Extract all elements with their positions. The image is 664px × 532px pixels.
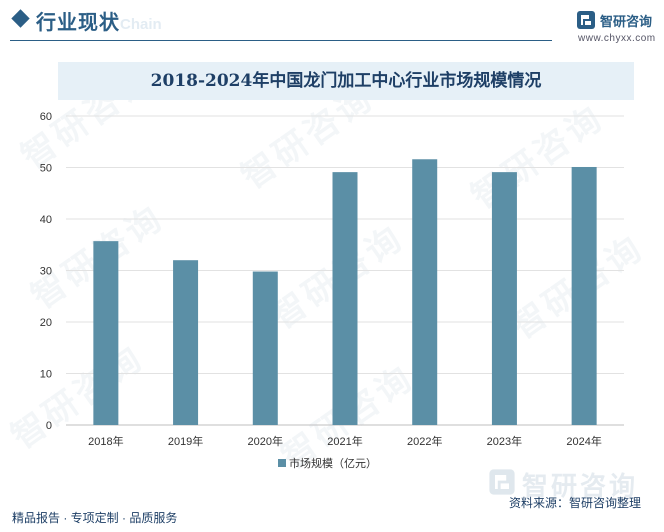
bar <box>571 166 597 426</box>
x-tick-label: 2024年 <box>566 434 601 448</box>
bar <box>93 241 119 425</box>
header: 行业现状 Chain 智研咨询 www.chyxx.com <box>0 0 664 46</box>
chart-title-bar: 2018-2024年中国龙门加工中心行业市场规模情况 <box>58 62 634 100</box>
footer-tagline: 精品报告 · 专项定制 · 品质服务 <box>12 511 178 525</box>
bar <box>252 271 278 425</box>
x-tick-label: 2019年 <box>168 434 203 448</box>
y-tick-label: 30 <box>40 266 52 278</box>
header-divider <box>10 40 552 41</box>
x-tick-label: 2018年 <box>88 434 123 448</box>
bar <box>412 159 438 425</box>
footer-brand: 智研咨询 <box>486 466 646 501</box>
y-tick-label: 50 <box>40 163 52 175</box>
footer-logo-icon <box>489 469 515 495</box>
x-tick-label: 2021年 <box>327 434 362 448</box>
y-tick-label: 60 <box>40 111 52 123</box>
x-tick-label: 2022年 <box>407 434 442 448</box>
brand-url: www.chyxx.com <box>578 33 656 44</box>
y-tick-label: 10 <box>40 369 52 381</box>
footer-brand-text: 智研咨询 <box>522 471 639 501</box>
y-tick-label: 0 <box>46 420 52 432</box>
data-source: 资料来源：智研咨询整理 <box>509 496 642 510</box>
y-tick-label: 20 <box>40 317 52 329</box>
bar <box>491 172 517 425</box>
brand-name: 智研咨询 <box>600 14 653 29</box>
y-tick-label: 40 <box>40 214 52 226</box>
x-tick-label: 2020年 <box>248 434 283 448</box>
ghost-subtitle: Chain <box>120 16 162 33</box>
x-tick-label: 2023年 <box>487 434 522 448</box>
brand-logo-icon <box>577 11 595 29</box>
bar <box>332 172 358 425</box>
chart-title: 2018-2024年中国龙门加工中心行业市场规模情况 <box>150 71 542 91</box>
legend-swatch <box>278 459 286 467</box>
bar <box>173 260 199 425</box>
legend-label: 市场规模（亿元） <box>289 456 377 470</box>
section-title: 行业现状 <box>36 12 120 34</box>
